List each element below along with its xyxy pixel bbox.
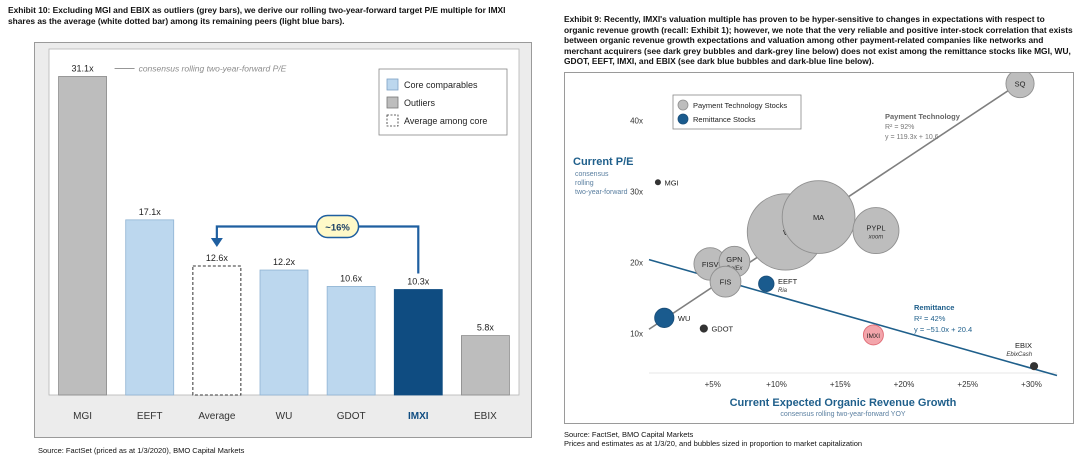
bar-mgi [58,76,107,396]
bar-legend [378,68,508,136]
bubble-gdot [699,324,708,333]
legend-entry-1: Outliers [404,98,436,108]
x-tick-label: +20% [894,380,915,389]
category-label-gdot: GDOT [337,411,366,422]
y-tick-label: 10x [630,330,643,339]
bubble-imxi [862,324,884,346]
exhibit-9-source-note: Prices and estimates as at 1/3/20, and b… [564,439,863,448]
bubble-fis [709,265,742,298]
bar-value-label-wu: 12.2x [273,257,296,267]
y-axis-title: Current P/E [573,156,634,168]
bubble-pypl [852,207,900,255]
x-axis-subtitle: consensus rolling two-year-forward YOY [780,411,905,418]
bubble-label-gdot: GDOT [711,325,733,334]
exhibit-9-panel: Exhibit 9: Recently, IMXI's valuation mu… [556,0,1085,473]
category-label-ebix: EBIX [474,411,497,422]
legend-swatch-2 [386,114,399,127]
legend-entry-0: Core comparables [404,80,478,90]
x-tick-label: +25% [957,380,978,389]
bar-average [192,265,242,396]
annotation-text: consensus rolling two-year-forward P/E [139,63,287,73]
bar-value-label-gdot: 10.6x [340,273,363,283]
category-label-imxi: IMXI [408,411,429,422]
bubble-ma [781,180,856,254]
bubble-sublabel-ebix: EbixCash [1006,352,1032,358]
bubble-chart: 10x20x30x40x+5%+10%+15%+20%+25%+30%VMAPY… [573,69,1058,418]
payment-eq-formula: y = 119.3x + 10.6 [885,134,939,141]
bubble-sublabel-pypl: xoom [868,235,884,241]
y-axis-subtitle: two-year-forward [575,189,628,196]
bubble-label-ebix: EBIX [1015,341,1032,350]
y-axis-subtitle: consensus [575,171,609,178]
arrow-label-badge [315,214,360,239]
bar-ebix [461,335,510,396]
bar-chart-frame: 31.1x MGI 17.1x EEFT 12.6x Average 12.2x WU 10.6… [34,42,532,438]
bubble-sublabel-eeft: Ria [778,288,788,294]
arrow-label-text: ~16% [325,223,350,234]
bar-chart: 31.1x MGI 17.1x EEFT 12.6x Average 12.2x WU 10.6… [48,48,520,422]
legend-entry-1: Remittance Stocks [693,115,756,124]
x-axis-title: Current Expected Organic Revenue Growth [730,397,957,409]
bubble-label-pypl: PYPL [866,224,885,233]
bubble-label-imxi: IMXI [867,333,881,340]
payment-eq-r2: R² = 92% [885,124,914,131]
remit-eq-formula: y = −51.0x + 20.4 [914,325,972,334]
x-tick-label: +15% [830,380,851,389]
bubble-label-gpn: GPN [726,255,742,264]
bubble-mgi [654,179,661,186]
category-label-average: Average [198,411,236,422]
bubble-chart-frame: 10x20x30x40x+5%+10%+15%+20%+25%+30%VMAPY… [564,69,1074,424]
legend-swatch-1 [386,96,399,109]
bar-value-label-eeft: 17.1x [139,207,162,217]
bubble-label-eeft: EEFT [778,277,798,286]
exhibit-10-panel: Exhibit 10: Excluding MGI and EBIX as ou… [0,0,540,473]
legend-swatch-0 [386,78,399,91]
bubble-legend [672,94,802,130]
bar-value-label-average: 12.6x [206,253,229,263]
arrow-head [210,237,223,247]
y-tick-label: 40x [630,117,643,126]
bubble-label-fisv: FISV [702,260,719,269]
legend-entry-0: Payment Technology Stocks [693,101,787,110]
category-label-mgi: MGI [73,411,92,422]
bubble-label-sq: SQ [1015,80,1026,89]
bubble-sublabel-gpn: DolEx [726,266,743,272]
bar-value-label-ebix: 5.8x [477,323,495,333]
bar-gdot [326,286,376,396]
bar-value-label-imxi: 10.3x [407,277,430,287]
exhibit-10-title: Exhibit 10: Excluding MGI and EBIX as ou… [8,5,506,26]
bar-imxi [393,289,443,396]
remit-eq-title: Remittance [914,303,954,312]
bubble-ebix [1029,362,1039,371]
bubble-label-mgi: MGI [664,178,678,187]
bubble-label-wu: WU [678,314,691,323]
legend-marker-1 [677,113,689,125]
x-tick-label: +30% [1021,380,1042,389]
x-tick-label: +10% [766,380,787,389]
category-label-wu: WU [276,411,293,422]
bubble-eeft [758,275,775,292]
legend-entry-2: Average among core [404,116,487,126]
exhibit-9-source: Source: FactSet, BMO Capital Markets [564,430,694,439]
exhibit-10-source: Source: FactSet (priced as at 1/3/2020),… [38,446,245,455]
bubble-label-ma: MA [813,213,824,222]
bubble-wu [654,307,675,328]
y-tick-label: 30x [630,188,643,197]
bar-wu [259,269,309,396]
bar-eeft [125,219,175,396]
legend-marker-0 [677,99,689,111]
exhibit-9-title: Exhibit 9: Recently, IMXI's valuation mu… [564,14,1073,66]
x-tick-label: +5% [705,380,721,389]
y-tick-label: 20x [630,259,643,268]
y-axis-subtitle: rolling [575,180,594,187]
category-label-eeft: EEFT [137,411,163,422]
remit-eq-r2: R² = 42% [914,314,946,323]
bar-value-label-mgi: 31.1x [72,63,95,73]
payment-eq-title: Payment Technology [885,112,961,121]
bubble-label-fis: FIS [720,278,732,287]
